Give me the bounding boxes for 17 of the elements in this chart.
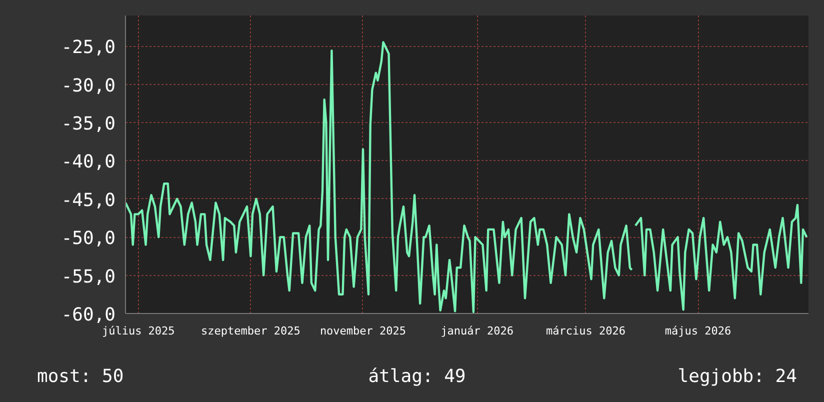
y-tick-label: -45,0 bbox=[61, 190, 116, 211]
y-tick-label: -35,0 bbox=[61, 113, 116, 134]
x-tick-label: szeptember 2025 bbox=[201, 324, 300, 338]
x-tick-label: május 2026 bbox=[664, 324, 732, 338]
y-tick-label: -40,0 bbox=[61, 152, 116, 173]
text: most: 50 bbox=[37, 365, 125, 389]
y-tick-label: -50,0 bbox=[61, 228, 116, 250]
x-tick-label: november 2025 bbox=[320, 324, 406, 338]
x-tick-label: január 2026 bbox=[440, 324, 514, 338]
y-tick-label: -55,0 bbox=[61, 266, 116, 288]
y-tick-label: -25,0 bbox=[61, 37, 116, 58]
text: legjobb: 24 bbox=[676, 365, 797, 389]
x-tick-label: július 2025 bbox=[102, 324, 175, 338]
x-tick-label: március 2026 bbox=[546, 324, 626, 338]
y-tick-label: -60,0 bbox=[61, 304, 116, 326]
y-tick-label: -30,0 bbox=[61, 75, 116, 96]
text: átlag: 49 bbox=[367, 365, 467, 389]
